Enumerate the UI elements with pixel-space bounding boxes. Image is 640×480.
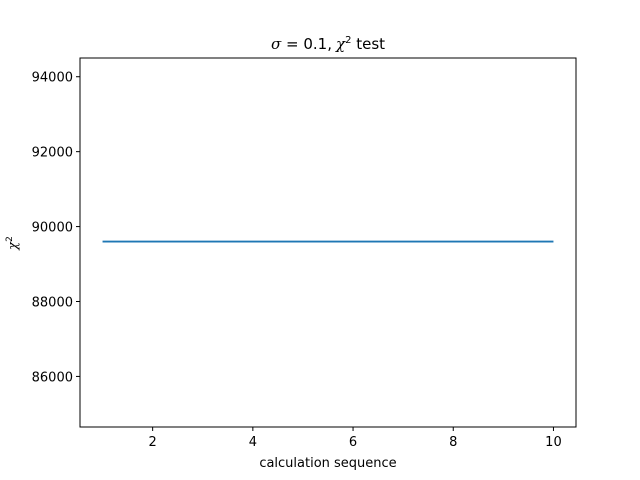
x-tick-label: 10: [545, 435, 562, 450]
x-tick-label: 4: [249, 435, 257, 450]
x-tick-label: 2: [149, 435, 157, 450]
y-axis-label: χ2: [5, 236, 21, 251]
y-tick-label: 88000: [32, 296, 73, 311]
chart-title: σ = 0.1, χ2 test: [271, 35, 385, 53]
y-axis-label-power: 2: [5, 236, 15, 242]
y-tick-label: 92000: [32, 146, 73, 161]
y-tick-label: 86000: [32, 370, 73, 385]
x-ticks: 2 4 6 8 10: [149, 427, 562, 450]
y-tick-label: 90000: [32, 221, 73, 236]
title-chi: χ: [335, 35, 346, 53]
title-suffix: test: [351, 35, 385, 53]
y-tick-label: 94000: [32, 71, 73, 86]
title-sigma: σ: [271, 35, 282, 53]
y-axis-label-chi: χ: [6, 241, 21, 251]
plot-frame: [79, 57, 577, 428]
y-ticks: 86000 88000 90000 92000 94000: [32, 71, 80, 385]
title-chi-power: 2: [345, 35, 351, 46]
x-tick-label: 6: [349, 435, 357, 450]
x-axis-label: calculation sequence: [259, 456, 396, 471]
x-tick-label: 8: [449, 435, 457, 450]
plot-area: [80, 58, 576, 427]
title-sigma-value: = 0.1,: [281, 35, 332, 53]
